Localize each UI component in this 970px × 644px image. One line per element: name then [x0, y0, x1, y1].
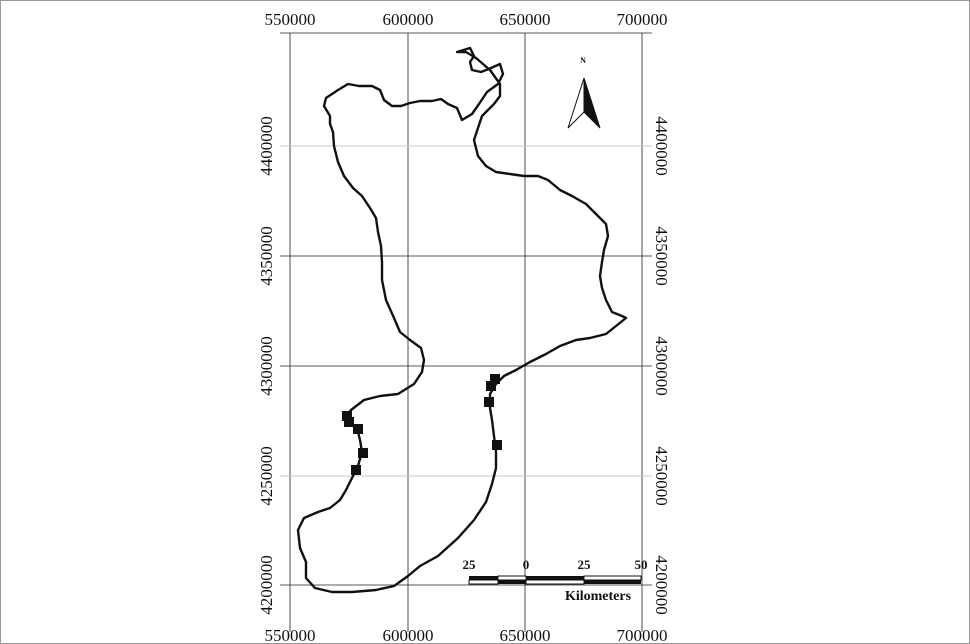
site-markers [342, 374, 502, 475]
site-marker [484, 397, 494, 407]
site-marker [344, 417, 354, 427]
scale-unit-label: Kilometers [565, 589, 632, 604]
site-marker [490, 374, 500, 384]
x-label-bottom-650000: 650000 [500, 626, 551, 644]
y-label-right-4200000: 4200000 [652, 555, 671, 615]
scale-bar: 25 0 25 50 Kilometers [463, 557, 648, 604]
north-arrow: N [567, 56, 601, 129]
x-label-top-700000: 700000 [617, 10, 668, 29]
scale-tick-label-25-right: 25 [578, 557, 592, 572]
scale-segment [497, 575, 527, 581]
y-label-right-4300000: 4300000 [652, 336, 671, 396]
region-boundary [296, 46, 628, 594]
x-label-top-600000: 600000 [383, 10, 434, 29]
y-label-left-4250000: 4250000 [257, 446, 276, 506]
x-label-top-650000: 650000 [500, 10, 551, 29]
x-label-bottom-600000: 600000 [383, 626, 434, 644]
grid [280, 32, 652, 632]
scale-segment [469, 576, 498, 580]
scale-segment [526, 576, 584, 580]
scale-segment [525, 579, 585, 585]
y-label-left-4400000: 4400000 [257, 116, 276, 176]
y-label-left-4350000: 4350000 [257, 226, 276, 286]
site-marker [492, 440, 502, 450]
scale-tick-label-0: 0 [523, 557, 530, 572]
scale-tick-label-50: 50 [635, 557, 648, 572]
site-marker [358, 448, 368, 458]
x-label-top-550000: 550000 [265, 10, 316, 29]
site-marker [351, 465, 361, 475]
scale-tick-label-25-left: 25 [463, 557, 477, 572]
scale-segment [584, 580, 641, 584]
site-marker [353, 424, 363, 434]
scale-segment [583, 575, 642, 581]
x-label-bottom-550000: 550000 [265, 626, 316, 644]
site-marker [342, 411, 352, 421]
site-marker [486, 381, 496, 391]
y-label-right-4250000: 4250000 [652, 446, 671, 506]
y-label-right-4350000: 4350000 [652, 226, 671, 286]
scale-segment [498, 580, 526, 584]
scale-segment [468, 579, 499, 585]
y-label-right-4400000: 4400000 [652, 116, 671, 176]
y-label-left-4300000: 4300000 [257, 336, 276, 396]
x-label-bottom-700000: 700000 [617, 626, 668, 644]
north-arrow-icon [567, 77, 585, 129]
north-letter: N [580, 56, 586, 65]
y-label-left-4200000: 4200000 [257, 555, 276, 615]
north-arrow-icon-shade [583, 77, 601, 129]
